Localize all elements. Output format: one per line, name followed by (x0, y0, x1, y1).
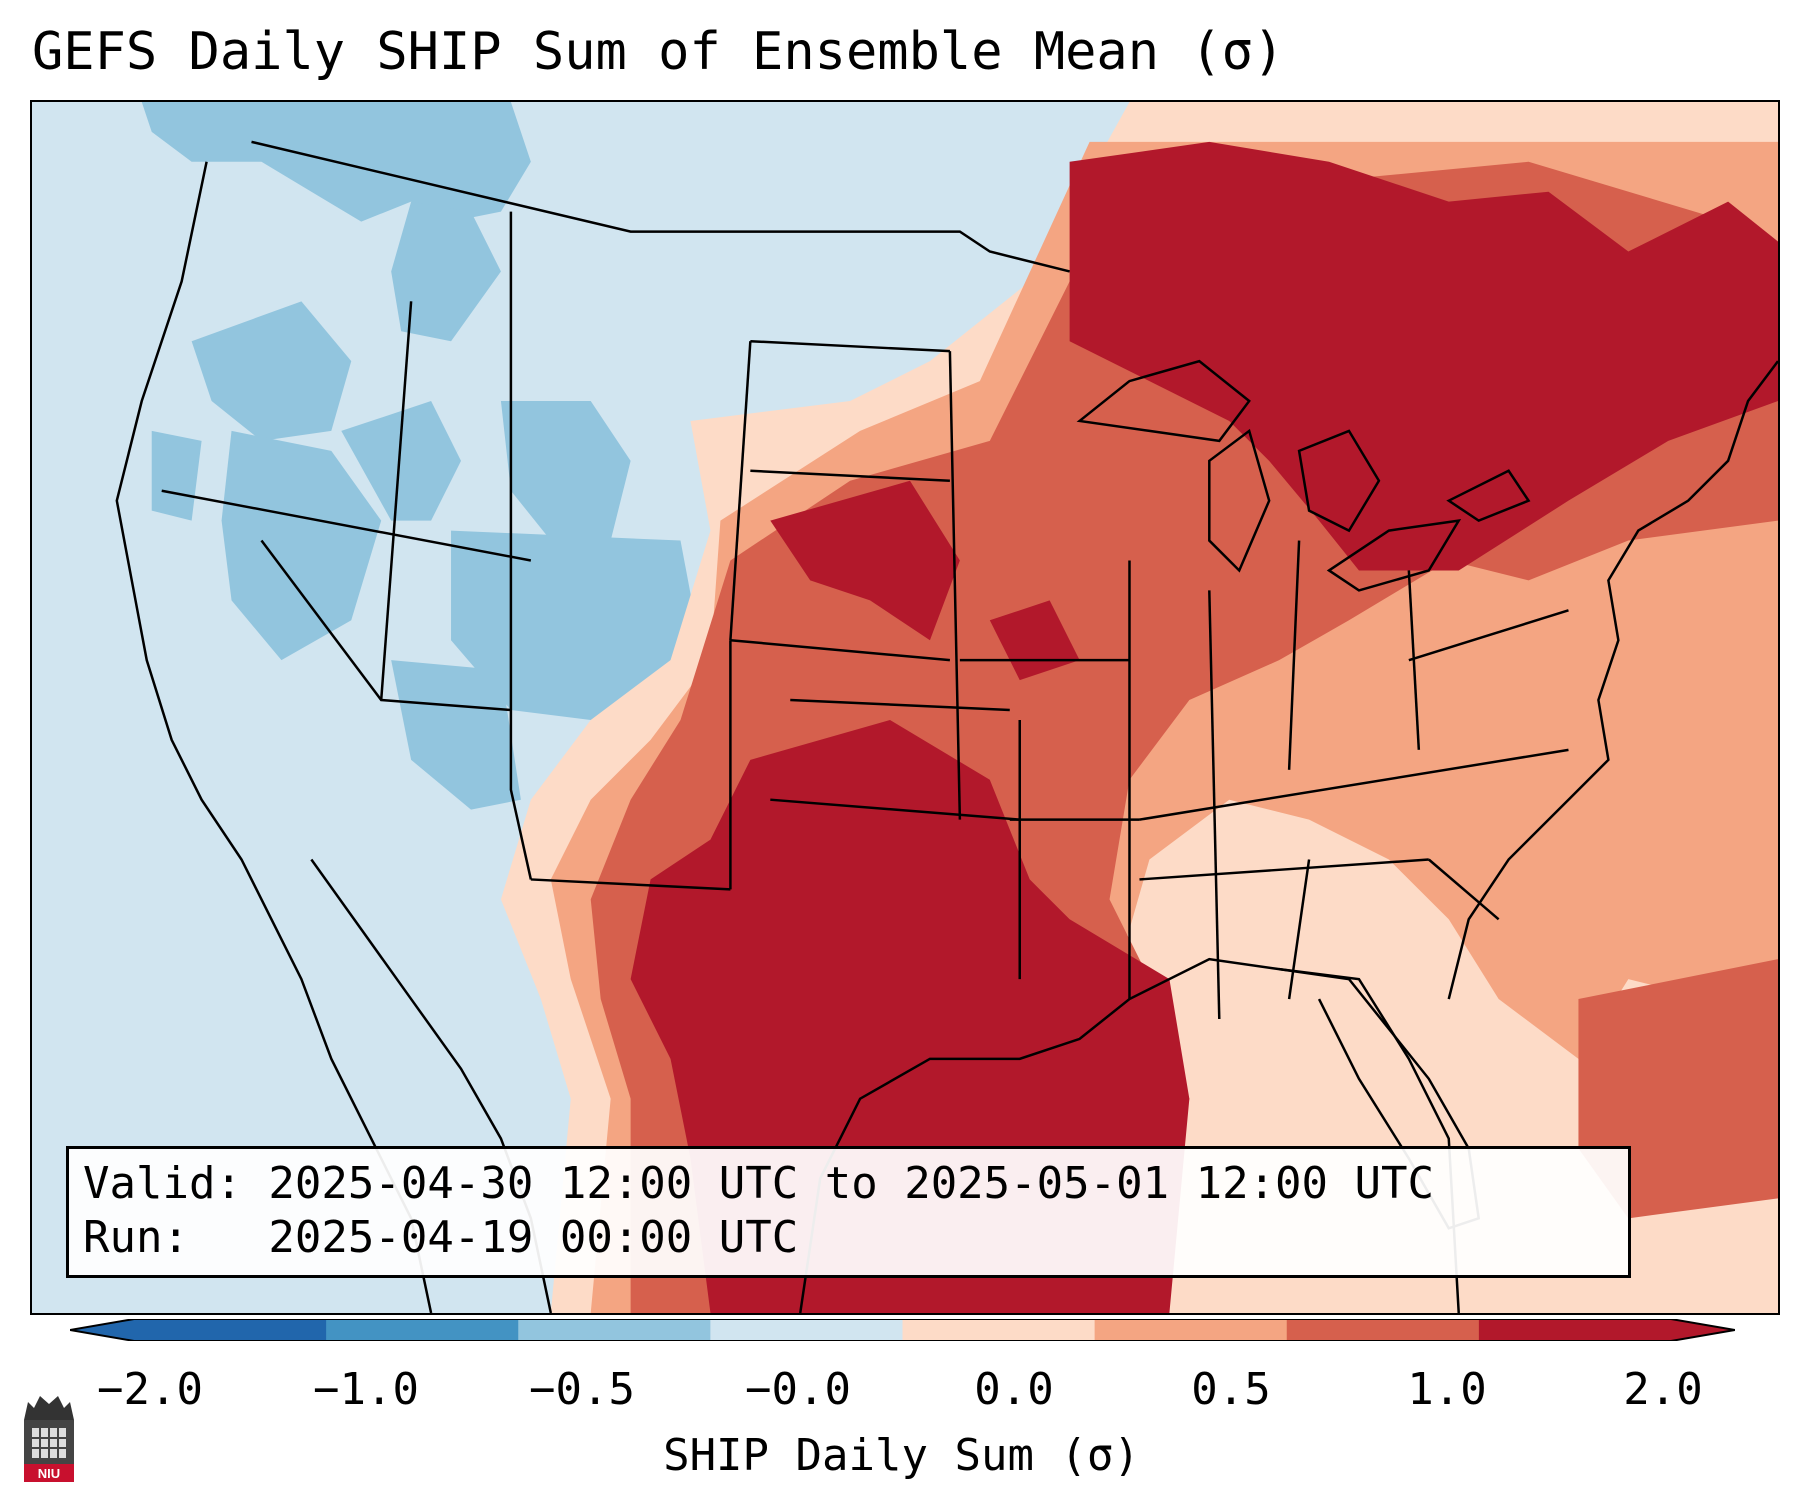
colorbar (70, 1319, 1735, 1341)
colorbar-segment (1286, 1319, 1480, 1341)
valid-time-line: Valid: 2025-04-30 12:00 UTC to 2025-05-0… (83, 1158, 1435, 1209)
niu-logo-icon: NIU (24, 1396, 74, 1482)
colorbar-extend-high (1671, 1319, 1735, 1341)
colorbar-tick-label: −1.0 (313, 1364, 419, 1415)
colorbar-tick-label: 0.5 (1191, 1364, 1271, 1415)
coastlines-and-borders (115, 140, 1778, 1313)
colorbar-tick-label: −2.0 (97, 1364, 203, 1415)
colorbar-segment (518, 1319, 711, 1341)
colorbar-tick-label: 0.0 (974, 1364, 1054, 1415)
colorbar-segment (134, 1319, 327, 1341)
ship-field (32, 102, 1778, 1313)
validity-info-box: Valid: 2025-04-30 12:00 UTC to 2025-05-0… (66, 1146, 1631, 1278)
run-time-line: Run: 2025-04-19 00:00 UTC (83, 1212, 799, 1263)
colorbar-tick-label: −0.5 (529, 1364, 635, 1415)
colorbar-extend-low (70, 1319, 134, 1341)
colorbar-tick-label: 2.0 (1623, 1364, 1703, 1415)
colorbar-segment (902, 1319, 1096, 1341)
colorbar-segment (1094, 1319, 1288, 1341)
colorbar-segment (1478, 1319, 1672, 1341)
colorbar-segment (710, 1319, 903, 1341)
colorbar-tick-label: 1.0 (1407, 1364, 1487, 1415)
colorbar-segment (326, 1319, 519, 1341)
map-title: GEFS Daily SHIP Sum of Ensemble Mean (σ) (32, 22, 1285, 82)
colorbar-label: SHIP Daily Sum (σ) (663, 1430, 1140, 1481)
map-panel (30, 100, 1780, 1315)
colorbar-tick-label: −0.0 (745, 1364, 851, 1415)
logo-text: NIU (38, 1466, 60, 1481)
